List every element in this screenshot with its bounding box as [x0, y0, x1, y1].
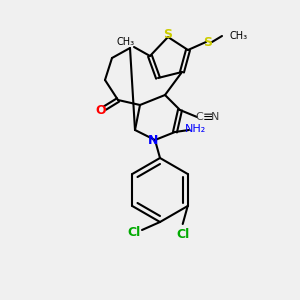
Text: NH₂: NH₂ — [184, 124, 206, 134]
Text: Cl: Cl — [128, 226, 141, 238]
Text: C: C — [195, 112, 203, 122]
Text: CH₃: CH₃ — [230, 31, 248, 41]
Text: ≡: ≡ — [203, 110, 213, 124]
Text: S: S — [164, 28, 172, 41]
Text: CH₃: CH₃ — [117, 37, 135, 47]
Text: N: N — [148, 134, 158, 146]
Text: S: S — [203, 35, 212, 49]
Text: N: N — [211, 112, 219, 122]
Text: Cl: Cl — [176, 227, 189, 241]
Text: O: O — [96, 103, 106, 116]
